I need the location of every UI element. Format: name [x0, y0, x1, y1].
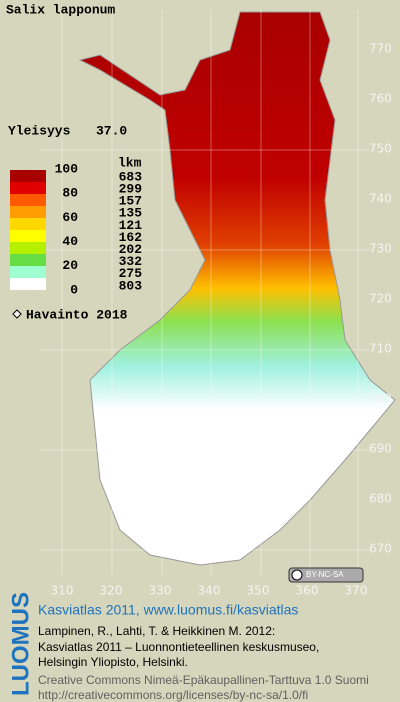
x-axis-label: 360	[296, 584, 319, 598]
legend-scale-label: 60	[62, 210, 78, 225]
legend-swatch	[10, 194, 46, 206]
frequency-label: Yleisyys	[8, 123, 71, 138]
x-axis-label: 340	[198, 584, 221, 598]
legend-scale-label: 20	[62, 258, 78, 273]
y-axis-label: 750	[369, 142, 392, 156]
cc-icon	[291, 569, 303, 581]
legend-count: 683	[119, 169, 143, 184]
legend-swatch	[10, 278, 46, 290]
legend-swatch	[10, 254, 46, 266]
footer-link[interactable]: Kasviatlas 2011, www.luomus.fi/kasviatla…	[38, 602, 298, 618]
legend-swatch	[10, 266, 46, 278]
y-axis-label: 720	[369, 292, 392, 306]
species-title: Salix lapponum	[6, 2, 115, 17]
y-axis-label: 680	[369, 492, 392, 506]
country-shape	[78, 11, 396, 566]
legend-count: 332	[119, 254, 143, 269]
x-axis-label: 310	[51, 584, 74, 598]
legend-swatch	[10, 230, 46, 242]
y-axis-label: 730	[369, 242, 392, 256]
license-url[interactable]: http://creativecommons.org/licenses/by-n…	[38, 688, 308, 702]
legend-count: 157	[119, 194, 142, 209]
y-axis-label: 760	[369, 92, 392, 106]
citation: Lampinen, R., Lahti, T. & Heikkinen M. 2…	[38, 624, 275, 638]
legend-count: 299	[119, 182, 143, 197]
x-axis-label: 370	[345, 584, 368, 598]
x-axis-label: 320	[100, 584, 123, 598]
count-header: lkm	[118, 155, 142, 170]
y-axis-label: 740	[369, 192, 392, 206]
logo: LUOMUS	[7, 592, 34, 696]
y-axis-label: 670	[369, 542, 392, 556]
observation-icon	[12, 309, 22, 319]
legend-scale-label: 0	[70, 282, 78, 297]
observation-label: Havainto 2018	[26, 307, 128, 322]
y-axis-label: 770	[369, 42, 392, 56]
legend-swatch	[10, 206, 46, 218]
legend-count: 121	[119, 218, 143, 233]
y-axis-label: 700	[369, 392, 392, 406]
legend-swatch	[10, 170, 46, 182]
license-text: Creative Commons Nimeä-Epäkaupallinen-Ta…	[38, 673, 369, 687]
footer-background	[0, 600, 400, 702]
legend-count: 275	[119, 266, 143, 281]
license-badge: BY-NC-SA	[306, 570, 344, 579]
legend-scale-label: 100	[55, 161, 79, 176]
citation: Kasviatlas 2011 – Luonnontieteellinen ke…	[38, 640, 319, 654]
legend-scale-label: 80	[62, 186, 78, 201]
legend-swatch	[10, 182, 46, 194]
legend-swatch	[10, 218, 46, 230]
x-axis-label: 350	[247, 584, 270, 598]
legend-count: 135	[119, 206, 143, 221]
axes: 770 760 750 740 730 720 710 700 690 680 670 310 320 3…	[51, 42, 392, 598]
frequency-value: 37.0	[96, 123, 127, 138]
legend-count: 202	[119, 242, 143, 257]
legend-count: 162	[119, 230, 143, 245]
legend-count: 803	[119, 278, 143, 293]
y-axis-label: 710	[369, 342, 392, 356]
license-badge-box	[288, 567, 364, 583]
legend-scale-label: 40	[62, 234, 78, 249]
y-axis-label: 690	[369, 442, 392, 456]
legend-swatch	[10, 242, 46, 254]
grid	[40, 10, 370, 575]
x-axis-label: 330	[149, 584, 172, 598]
citation: Helsingin Yliopisto, Helsinki.	[38, 655, 188, 669]
